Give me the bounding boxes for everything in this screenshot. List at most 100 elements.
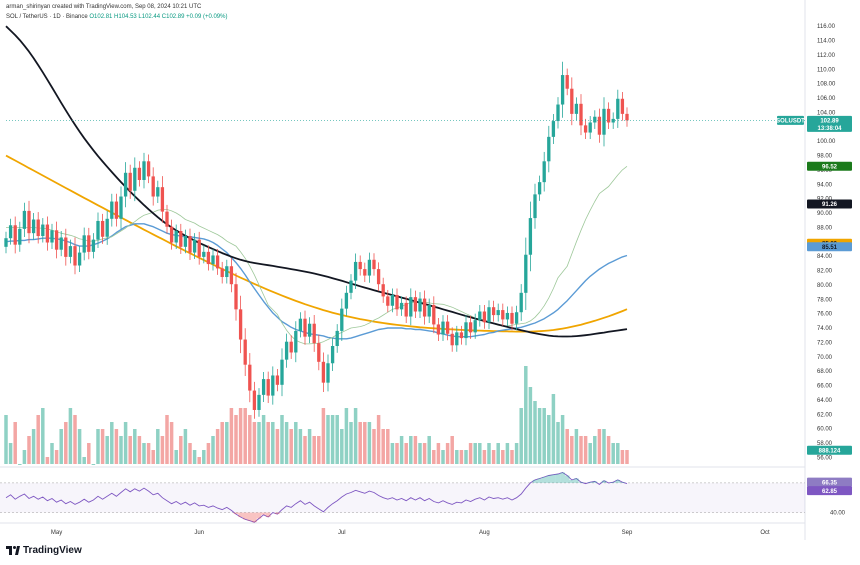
candle <box>441 321 445 335</box>
volume-bar <box>280 415 284 464</box>
price-tick-label: 58.00 <box>817 441 833 447</box>
volume-bar <box>482 450 487 464</box>
volume-bar <box>284 422 289 464</box>
volume-bar <box>73 415 77 464</box>
candle <box>4 238 8 247</box>
candle <box>399 302 404 310</box>
volume-bar <box>606 436 611 464</box>
candle <box>409 297 413 317</box>
candle <box>68 246 73 257</box>
price-tick-label: 74.00 <box>817 326 833 332</box>
rsi-oversold-fill <box>247 512 253 521</box>
candle <box>257 394 261 410</box>
candle <box>372 259 376 270</box>
volume-bar <box>574 429 579 464</box>
volume-bar <box>547 415 551 464</box>
volume-bar <box>275 429 280 464</box>
candle <box>606 108 611 123</box>
volume-bar <box>367 422 372 464</box>
volume-bar <box>510 450 514 464</box>
volume-bar <box>473 443 477 464</box>
rsi-overbought-fill <box>560 472 565 483</box>
price-tick-label: 98.00 <box>817 154 833 160</box>
price-tick-label: 104.00 <box>817 110 836 116</box>
volume-bar <box>570 436 574 464</box>
price-tick-label: 78.00 <box>817 297 833 303</box>
volume-bar <box>77 429 82 464</box>
volume-bar <box>229 408 234 464</box>
volume-bar <box>349 422 353 464</box>
volume-bar <box>514 443 519 464</box>
candle <box>87 235 91 252</box>
volume-bar <box>160 436 165 464</box>
volume-bar <box>4 415 8 464</box>
volume-bar <box>197 457 201 464</box>
volume-bar <box>215 429 220 464</box>
rsi-overbought-fill <box>569 479 575 483</box>
candle <box>363 269 367 276</box>
volume-bar <box>179 436 183 464</box>
price-tick-label: 82.00 <box>817 269 833 275</box>
volume-bar <box>110 422 114 464</box>
rsi-overbought-fill <box>620 482 625 483</box>
volume-bar <box>524 366 528 464</box>
candle <box>174 231 178 243</box>
symbol-name[interactable]: SOL / TetherUS · 1D · Binance <box>6 14 88 20</box>
volume-bar <box>307 429 312 464</box>
candle <box>551 121 556 137</box>
volume-bar <box>64 422 68 464</box>
price-tick-label: 108.00 <box>817 82 836 88</box>
candle <box>165 211 169 227</box>
volume-bar <box>363 422 367 464</box>
volume-bar <box>436 443 441 464</box>
candle <box>450 333 454 346</box>
volume-bar <box>593 436 597 464</box>
volume-bar <box>289 429 293 464</box>
candle <box>565 75 569 89</box>
candle <box>197 239 201 257</box>
candle <box>542 161 546 183</box>
volume-bar <box>8 443 13 464</box>
candle <box>340 308 344 331</box>
volume-bar <box>418 443 422 464</box>
volume-bars <box>4 366 629 465</box>
time-axis: May Jun Jul Aug Sep Oct <box>51 530 770 536</box>
candle <box>349 280 353 293</box>
candle <box>381 284 385 297</box>
volume-bar <box>376 415 381 464</box>
candle <box>547 136 551 162</box>
volume-bar <box>96 429 100 464</box>
symbol-tag-bg <box>777 115 804 125</box>
rsi-oversold-fill <box>242 512 248 520</box>
candle <box>537 182 542 195</box>
candle <box>77 252 82 266</box>
candle <box>36 219 40 237</box>
candle <box>455 332 459 346</box>
chart-symbol-line: SOL / TetherUS · 1D · Binance O102.81 H1… <box>6 14 227 20</box>
candle <box>413 297 418 312</box>
candle <box>220 268 224 278</box>
candle <box>478 311 482 321</box>
candle <box>59 237 63 250</box>
ma200-tag-bg <box>807 199 852 209</box>
rsi-line <box>5 472 628 523</box>
price-tick-label: 90.00 <box>817 211 833 217</box>
rsi-overbought-fill <box>578 482 584 483</box>
rsi-tag-a-bg <box>807 477 852 487</box>
rsi-band <box>0 482 805 513</box>
volume-bar <box>151 450 155 464</box>
volume-bar <box>422 443 427 464</box>
volume-bar <box>602 429 606 464</box>
rsi-tag-a: 66.35 <box>822 480 838 486</box>
volume-bar <box>252 422 257 464</box>
volume-bar <box>620 450 625 464</box>
tradingview-logo[interactable]: TradingView <box>6 545 82 556</box>
volume-bar <box>91 464 96 465</box>
volume-bar <box>146 443 151 464</box>
rsi-overbought-fill <box>601 480 607 483</box>
volume-bar <box>588 443 592 464</box>
price-tick-label: 110.00 <box>817 67 836 73</box>
candle <box>620 98 625 114</box>
volume-bar <box>243 408 247 464</box>
